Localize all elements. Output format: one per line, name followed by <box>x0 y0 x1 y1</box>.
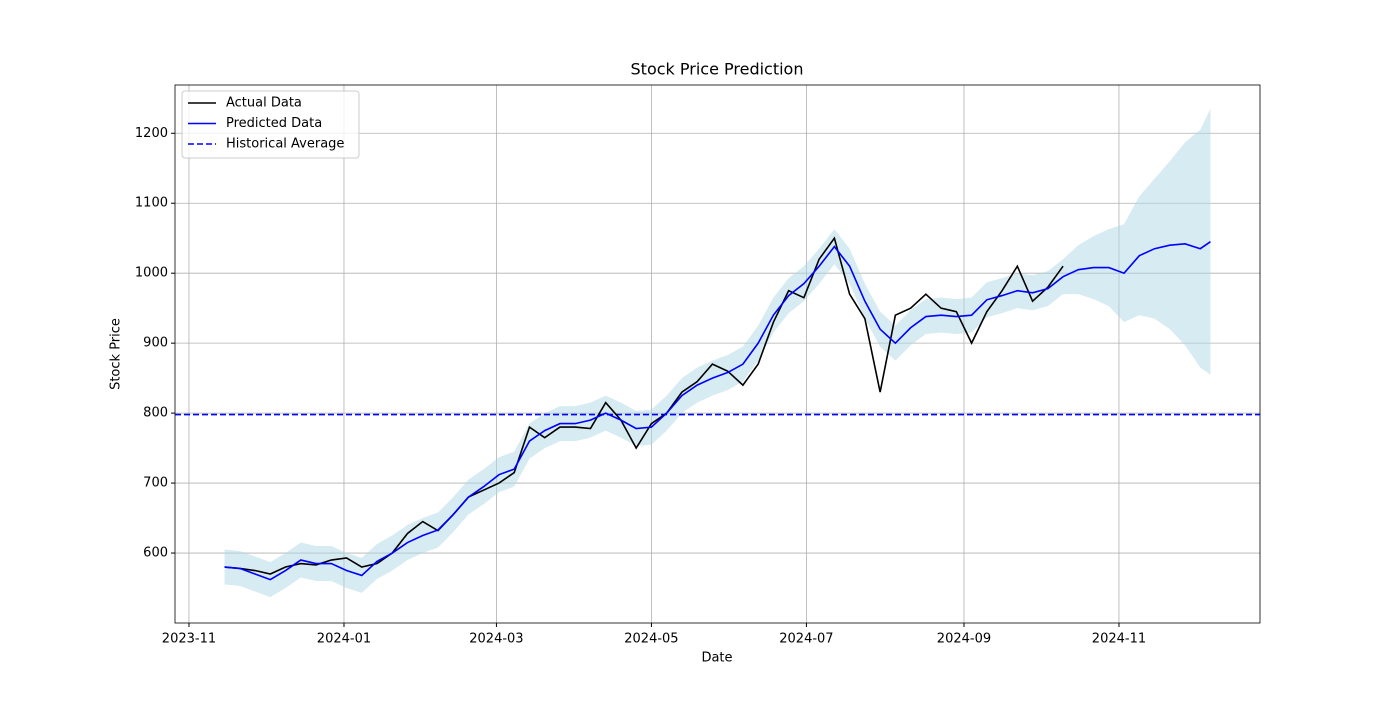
y-tick-label: 700 <box>143 476 168 491</box>
legend-label: Historical Average <box>226 137 344 152</box>
y-tick-label: 1200 <box>135 126 168 141</box>
plot-frame <box>174 84 1261 624</box>
y-tick-label: 800 <box>143 406 168 421</box>
legend-label: Predicted Data <box>226 116 322 131</box>
chart-title: Stock Price Prediction <box>631 60 804 79</box>
legend-box <box>181 90 360 159</box>
x-tick-label: 2024-07 <box>779 632 833 647</box>
confidence-band <box>224 108 1211 598</box>
x-tick-label: 2024-01 <box>317 632 371 647</box>
x-axis-label: Date <box>701 651 732 666</box>
y-tick-label: 1100 <box>135 196 168 211</box>
data-line <box>224 236 1064 575</box>
x-tick-label: 2024-05 <box>624 632 678 647</box>
legend: Actual Data Predicted Data Historical Aver… <box>181 90 360 159</box>
y-tick-label: 600 <box>143 546 168 561</box>
x-tick-label: 2023-11 <box>162 632 216 647</box>
x-tick-label: 2024-09 <box>937 632 991 647</box>
x-tick-label: 2024-11 <box>1092 632 1146 647</box>
legend-label: Actual Data <box>226 96 302 111</box>
data-line <box>224 241 1211 581</box>
y-axis-label: Stock Price <box>109 318 124 390</box>
y-tick-label: 900 <box>143 336 168 351</box>
y-tick-label: 1000 <box>135 266 168 281</box>
x-tick-label: 2024-03 <box>469 632 523 647</box>
